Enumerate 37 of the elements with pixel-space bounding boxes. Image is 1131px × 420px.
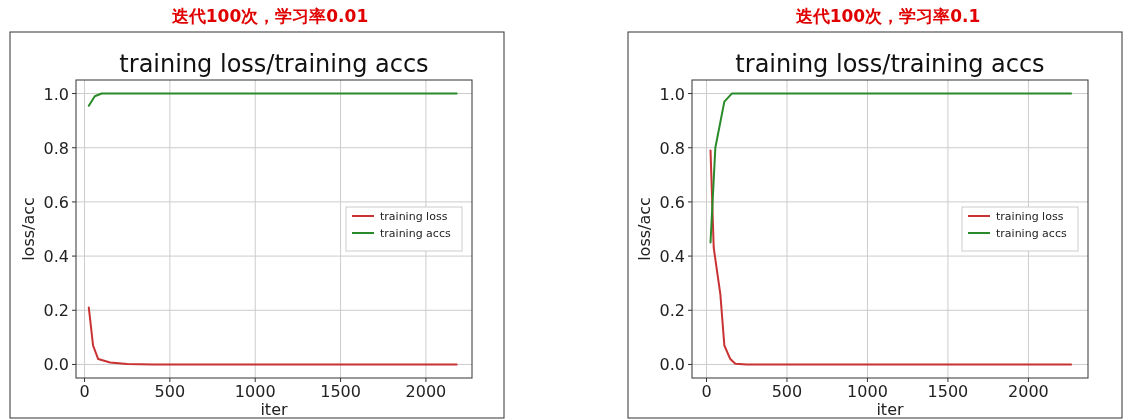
legend-label: training loss — [380, 210, 448, 223]
y-tick-label: 0.2 — [43, 301, 69, 321]
line-series — [709, 92, 1073, 244]
x-axis-title: iter — [876, 400, 904, 419]
y-tick-label: 1.0 — [43, 84, 69, 104]
y-tick-label: 0.8 — [659, 138, 685, 158]
x-tick-label: 1500 — [927, 382, 969, 401]
x-tick-label: 500 — [154, 382, 186, 401]
y-axis-title: loss/acc — [635, 197, 654, 261]
y-tick-label: 0.6 — [43, 192, 69, 212]
x-tick-label: 0 — [701, 382, 712, 401]
x-tick-label: 2000 — [405, 382, 447, 401]
chart-subtitle: training loss/training accs — [119, 50, 429, 78]
chart-title: 迭代100次，学习率0.1 — [794, 6, 981, 26]
y-tick-label: 0.4 — [43, 247, 69, 267]
x-axis-title: iter — [260, 400, 288, 419]
chart-subtitle: training loss/training accs — [735, 50, 1045, 78]
legend-label: training accs — [380, 227, 451, 240]
x-tick-label: 2000 — [1008, 382, 1049, 401]
y-tick-label: 1.0 — [659, 84, 685, 104]
legend-label: training accs — [996, 227, 1067, 240]
x-tick-label: 1500 — [320, 382, 361, 401]
x-tick-label: 1000 — [234, 382, 276, 401]
x-tick-label: 1000 — [847, 382, 888, 401]
x-tick-label: 500 — [771, 382, 803, 401]
y-tick-label: 0.6 — [659, 192, 685, 212]
chart-title: 迭代100次，学习率0.01 — [170, 6, 369, 26]
legend-label: training loss — [996, 210, 1064, 223]
y-axis-title: loss/acc — [19, 197, 38, 261]
y-tick-label: 0.0 — [659, 355, 685, 375]
y-tick-label: 0.0 — [43, 355, 69, 375]
y-tick-label: 0.2 — [659, 301, 685, 321]
x-tick-label: 0 — [79, 382, 90, 401]
y-tick-label: 0.4 — [659, 247, 685, 267]
y-tick-label: 0.8 — [43, 138, 69, 158]
line-series — [87, 306, 458, 366]
line-series — [709, 149, 1073, 366]
